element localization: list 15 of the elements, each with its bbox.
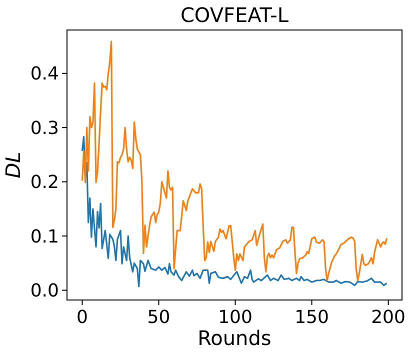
line-series <box>81 40 388 282</box>
line-series <box>81 136 388 288</box>
y-tick-label: 0.1 <box>30 226 59 248</box>
y-tick-label: 0.0 <box>30 280 59 302</box>
y-tick-label: 0.3 <box>30 118 59 139</box>
y-tick-label: 0.2 <box>30 172 59 194</box>
x-tick-label: 0 <box>76 307 88 328</box>
x-tick-label: 150 <box>294 307 329 328</box>
y-axis-title: DL <box>1 152 25 178</box>
y-tick-label: 0.4 <box>30 64 59 85</box>
x-axis-title: Rounds <box>198 326 272 350</box>
x-tick-label: 200 <box>371 307 406 328</box>
chart-title: COVFEAT-L <box>180 3 290 27</box>
x-tick-label: 50 <box>147 307 170 328</box>
x-tick-label: 100 <box>218 307 252 328</box>
